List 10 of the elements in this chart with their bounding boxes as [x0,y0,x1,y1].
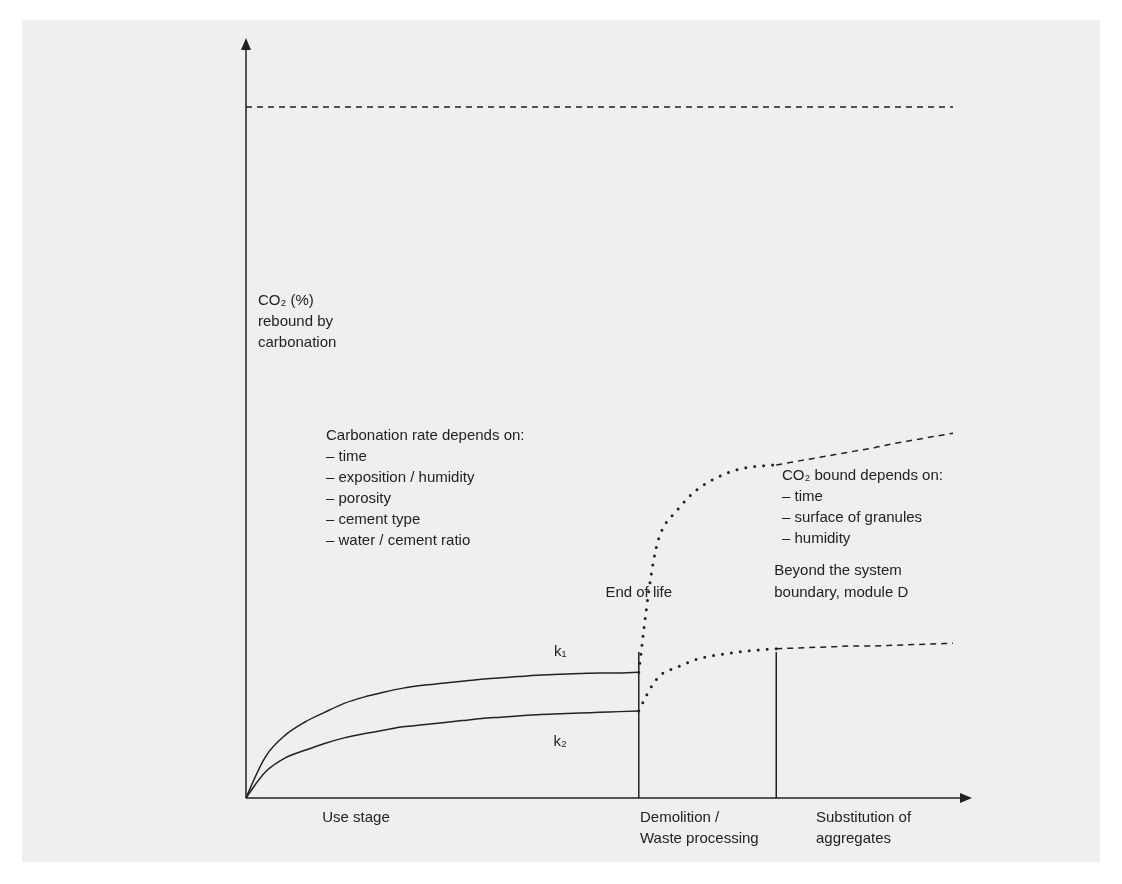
annotation: Beyond the system boundary, module D [774,561,909,600]
y-axis-title: CO₂ (%) rebound by carbonation [258,291,337,350]
series-label: k₁ [553,642,567,660]
annotation: Carbonation rate depends on: – time – exposition / humidity – porosity – cement type – water / cement ratio [326,426,525,548]
text: Use stage [322,808,390,825]
annotation: End of life [605,583,673,600]
series-label: k₂ [553,731,568,749]
text: Substitution of aggregates [816,808,912,846]
text: Demolition / Waste processing [640,808,759,846]
annotation: CO₂ bound depends on: – time – surface of granules – humidity [782,466,943,546]
